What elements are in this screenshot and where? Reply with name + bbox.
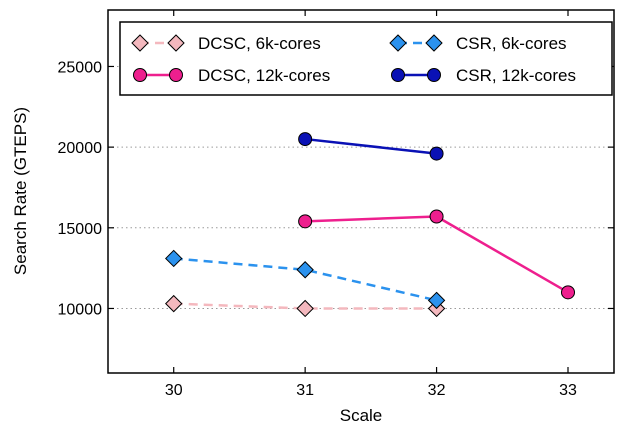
legend-label-dcsc-12k-cores: DCSC, 12k-cores (198, 66, 330, 85)
series-csr-6k-cores (166, 250, 445, 308)
x-tick-label: 31 (296, 382, 314, 399)
series-csr-12k-cores (299, 133, 443, 161)
grid-lines (108, 66, 614, 308)
data-point-csr-12k-cores (430, 147, 443, 160)
data-point-dcsc-12k-cores (562, 286, 575, 299)
x-tick-label: 30 (165, 382, 183, 399)
x-tick-label: 32 (428, 382, 446, 399)
y-tick-label: 15000 (58, 221, 103, 238)
legend-label-csr-12k-cores: CSR, 12k-cores (456, 66, 576, 85)
legend-marker-csr-12k-cores (392, 69, 405, 82)
y-tick-label: 20000 (58, 140, 103, 157)
legend-marker-csr-12k-cores (428, 69, 441, 82)
data-point-csr-12k-cores (299, 133, 312, 146)
series-line-csr-12k-cores (305, 139, 436, 154)
legend: DCSC, 6k-cores DCSC, 12k-cores CSR, 6k-cor… (120, 22, 612, 95)
legend-label-csr-6k-cores: CSR, 6k-cores (456, 34, 567, 53)
data-point-dcsc-6k-cores (166, 296, 182, 312)
y-axis-title: Search Rate (GTEPS) (11, 107, 30, 275)
legend-marker-dcsc-12k-cores (170, 69, 183, 82)
data-point-dcsc-12k-cores (430, 210, 443, 223)
x-tick-label: 33 (559, 382, 577, 399)
legend-label-dcsc-6k-cores: DCSC, 6k-cores (198, 34, 321, 53)
legend-marker-dcsc-12k-cores (134, 69, 147, 82)
series-dcsc-12k-cores (299, 210, 575, 299)
data-point-dcsc-6k-cores (297, 300, 313, 316)
x-axis-title: Scale (340, 406, 383, 425)
y-tick-label: 25000 (58, 59, 103, 76)
y-tick-label: 10000 (58, 301, 103, 318)
data-point-csr-6k-cores (297, 262, 313, 278)
series-dcsc-6k-cores (166, 296, 445, 317)
series-layer (166, 133, 575, 317)
data-point-dcsc-12k-cores (299, 215, 312, 228)
data-point-csr-6k-cores (166, 250, 182, 266)
